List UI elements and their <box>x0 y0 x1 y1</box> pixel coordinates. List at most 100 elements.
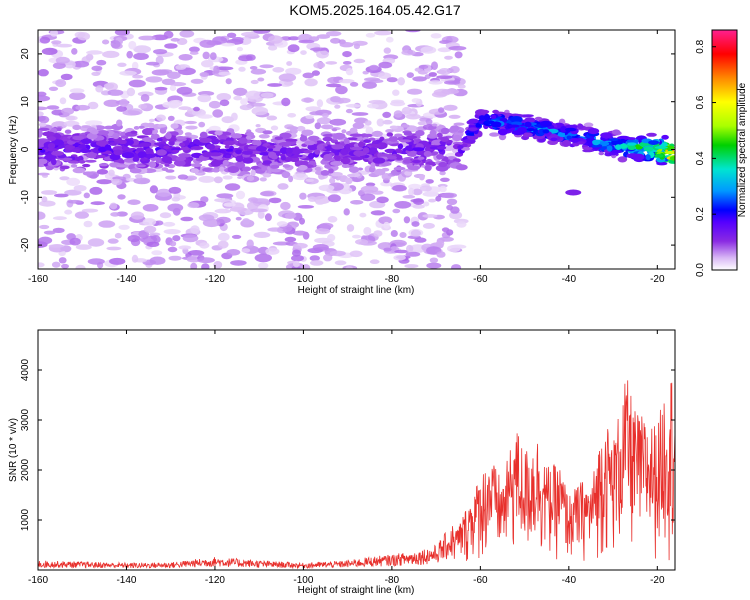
spectrogram-cell <box>51 40 62 45</box>
spectrogram-cell <box>171 196 181 202</box>
spectrogram-cell <box>224 144 230 149</box>
spectrogram-cell <box>308 152 315 160</box>
spectrogram-cell <box>132 74 144 79</box>
spectrogram-cell <box>85 159 97 163</box>
spectrogram-cell <box>133 177 151 185</box>
spectrogram-cell <box>542 129 550 134</box>
spectrogram-cell <box>230 260 247 266</box>
spectrogram-cell <box>73 185 87 192</box>
spectrogram-cell <box>55 56 70 64</box>
spectrogram-cell <box>82 171 94 176</box>
spectrogram-cell <box>408 187 415 196</box>
spectrogram-cell <box>646 132 657 137</box>
spectrogram-cell <box>118 224 130 230</box>
spectrogram-cell <box>480 109 490 114</box>
spectrogram-cell <box>288 175 294 183</box>
spectrogram-cell <box>453 122 465 126</box>
spectrogram-cell <box>237 176 243 179</box>
spectrogram-cell <box>69 88 85 94</box>
spectrogram-cell <box>345 266 353 269</box>
spectrogram-cell <box>216 93 232 101</box>
spectrogram-cell <box>96 169 109 175</box>
spectrogram-cell <box>313 61 326 69</box>
spectrogram-cell <box>617 135 631 140</box>
spectrogram-cell <box>411 98 421 103</box>
spectrogram-cell <box>451 264 462 269</box>
spectrogram-cell <box>167 203 184 212</box>
spectrogram-cell <box>428 80 443 85</box>
spectrogram-cell <box>299 160 310 166</box>
spectrogram-cell <box>448 114 461 119</box>
x-tick-label: -160 <box>28 274 48 285</box>
spectrogram-y-label: Frequency (Hz) <box>8 116 19 185</box>
colorbar: 0.0 0.2 0.4 0.6 0.8 Normalized spectral ampl… <box>695 29 748 277</box>
spectrogram-cell <box>399 232 407 238</box>
spectrogram-cell <box>393 110 403 118</box>
spectrogram-cell <box>78 144 87 149</box>
spectrogram-cell <box>60 73 73 81</box>
spectrogram-cell <box>606 145 613 152</box>
spectrogram-cell <box>436 75 453 79</box>
spectrogram-cell <box>258 134 270 139</box>
spectrogram-cell <box>334 104 341 109</box>
spectrogram-cell <box>170 99 183 107</box>
spectrogram-cell <box>298 164 308 171</box>
spectrogram-cell <box>452 134 462 142</box>
spectrogram-cell <box>41 47 58 56</box>
spectrogram-cell <box>353 150 366 157</box>
spectrogram-cell <box>325 83 342 88</box>
spectrogram-secondary-blob <box>565 189 582 196</box>
spectrogram-cell <box>51 158 57 166</box>
spectrogram-cell <box>142 137 153 142</box>
spectrogram-cell <box>197 114 213 119</box>
spectrogram-cell <box>138 35 156 41</box>
spectrogram-cell <box>245 90 262 100</box>
spectrogram-cell <box>370 143 382 148</box>
spectrogram-cell <box>38 158 48 165</box>
spectrogram-cell <box>368 147 378 155</box>
spectrogram-cell <box>130 130 138 134</box>
spectrogram-cell <box>136 164 146 168</box>
spectrogram-cell <box>202 167 211 172</box>
spectrogram-cell <box>392 89 400 96</box>
colorbar-tick-label: 0.0 <box>695 263 706 277</box>
spectrogram-cell <box>435 195 442 202</box>
spectrogram-cell <box>441 192 458 199</box>
spectrogram-cell <box>39 36 51 44</box>
x-tick-label: -40 <box>562 575 577 586</box>
spectrogram-cell <box>447 245 461 253</box>
y-tick-label: 0 <box>20 146 31 152</box>
spectrogram-cell <box>461 147 470 151</box>
spectrogram-cell <box>231 112 238 121</box>
x-tick-label: -140 <box>116 274 136 285</box>
spectrogram-cell <box>213 261 223 269</box>
spectrogram-cell <box>172 235 181 242</box>
spectrogram-cell <box>415 130 425 137</box>
spectrogram-cell <box>373 230 383 237</box>
spectrogram-cell <box>320 124 334 130</box>
spectrogram-cell <box>592 139 601 146</box>
spectrogram-cell <box>185 175 198 181</box>
spectrogram-cell <box>122 110 141 116</box>
spectrogram-cell <box>312 244 329 251</box>
spectrogram-cell <box>355 239 369 245</box>
spectrogram-cell <box>305 178 314 182</box>
spectrogram-cell <box>349 133 363 137</box>
spectrogram-cell <box>346 137 358 141</box>
spectrogram-cell <box>167 71 181 80</box>
spectrogram-cell <box>394 201 412 209</box>
spectrogram-cell <box>198 121 206 128</box>
spectrogram-cell <box>285 67 302 75</box>
spectrogram-cell <box>314 122 321 130</box>
spectrogram-cell <box>386 132 394 137</box>
x-tick-label: -140 <box>116 575 136 586</box>
spectrogram-cell <box>214 130 223 136</box>
spectrogram-cell <box>169 82 187 87</box>
spectrogram-cell <box>199 131 208 139</box>
snr-x-ticks: -160 -140 -120 -100 -80 -60 -40 -20 <box>28 330 665 586</box>
spectrogram-cell <box>260 191 274 197</box>
spectrogram-cell <box>116 164 129 168</box>
x-tick-label: -120 <box>205 575 225 586</box>
spectrogram-cell <box>406 72 414 78</box>
spectrogram-cell <box>329 250 346 257</box>
